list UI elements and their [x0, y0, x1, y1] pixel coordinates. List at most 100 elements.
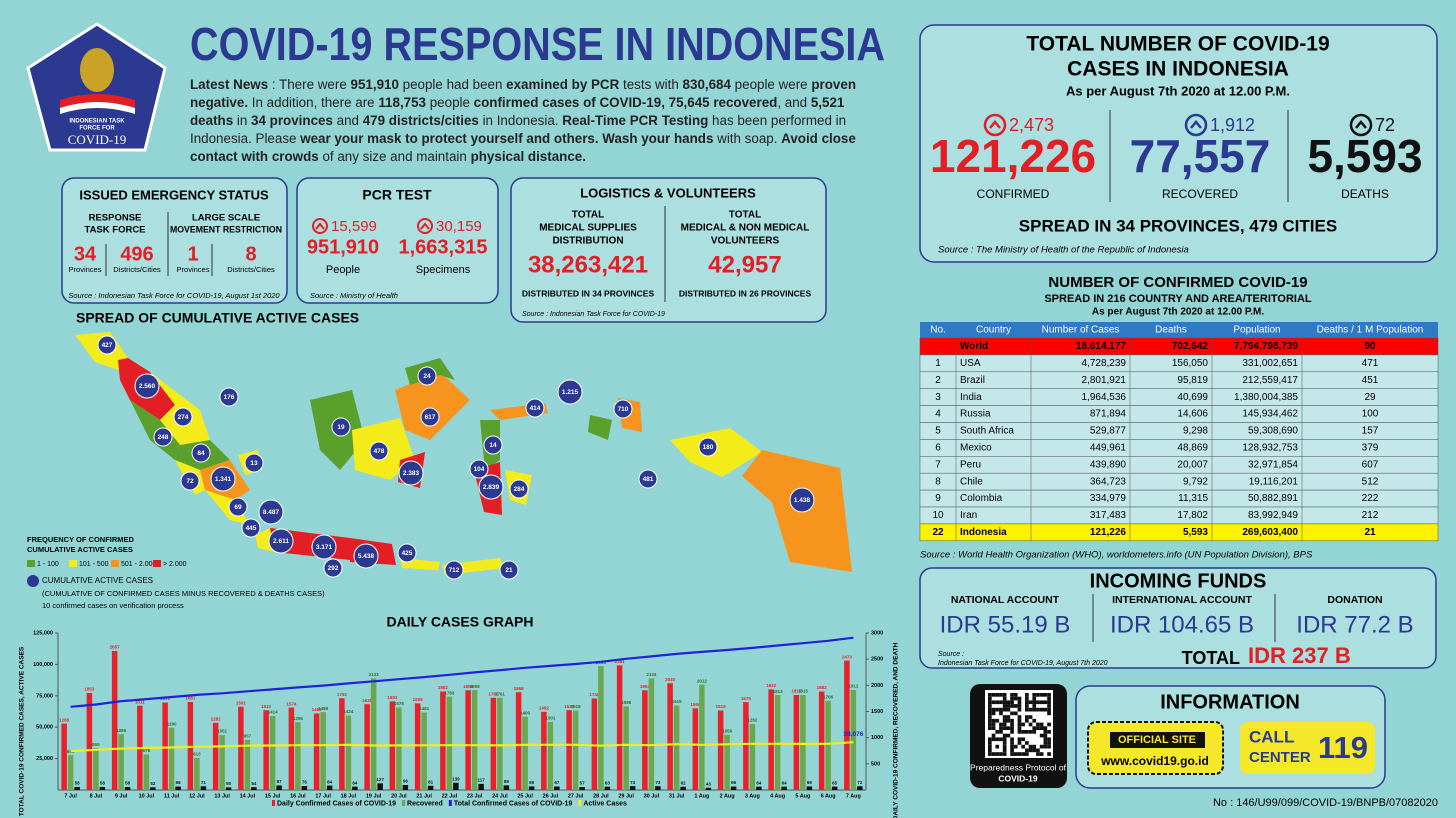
- bar-label: 1295: [293, 716, 304, 721]
- qr-cell: [1002, 726, 1007, 730]
- qr-cell: [1028, 722, 1033, 727]
- total-value: 77,557: [1130, 130, 1271, 182]
- table-cell: 18,614,177: [1076, 341, 1126, 352]
- bar: [705, 787, 712, 790]
- spread: SPREAD IN 34 PROVINCES, 479 CITIES: [1019, 216, 1337, 235]
- legend-swatch: [27, 560, 35, 567]
- qr-cell: [1025, 704, 1029, 708]
- table-cell: 19,116,201: [1249, 476, 1299, 487]
- bar-label: 84: [327, 779, 333, 784]
- bar-label: 87: [277, 779, 283, 784]
- table-cell: 449,961: [1090, 442, 1127, 453]
- qr-cell: [1039, 700, 1044, 705]
- bar: [743, 702, 749, 790]
- x-tick-label: 17 Jul: [315, 793, 331, 799]
- bar-label: 1904: [640, 684, 651, 689]
- legend-title: CUMULATIVE ACTIVE CASES: [27, 545, 133, 554]
- bubble-label: 427: [102, 342, 113, 349]
- qr-cell: [1036, 752, 1040, 756]
- qr-cell: [1017, 700, 1022, 705]
- call-label: CALL: [1249, 727, 1294, 746]
- qr-cell: [1017, 696, 1022, 701]
- column-heading: TOTAL: [729, 210, 761, 221]
- qr-cell: [1002, 700, 1007, 705]
- logo-text: FORCE FOR: [79, 126, 115, 132]
- bar: [446, 696, 453, 790]
- bar-label: 58: [75, 781, 81, 786]
- table-subtitle: SPREAD IN 216 COUNTRY AND AREA/TERITORIA…: [1044, 293, 1312, 305]
- bar-label: 117: [477, 778, 485, 783]
- bar-label: 1761: [495, 692, 506, 697]
- bubble: [420, 407, 440, 427]
- bubble: [698, 437, 718, 457]
- bar-label: 1671: [160, 696, 171, 701]
- bar: [724, 734, 730, 790]
- y2-tick-label: 1000: [871, 735, 883, 741]
- legend-swatch: [153, 560, 161, 567]
- table-cell: 2: [935, 375, 941, 386]
- qr-cell: [1036, 748, 1040, 753]
- bar: [572, 710, 579, 790]
- qr-cell: [999, 726, 1003, 730]
- bubble-label: 8.487: [263, 509, 280, 516]
- bubble: [499, 560, 519, 580]
- qr-cell: [1028, 700, 1033, 705]
- qr-cell: [1047, 752, 1051, 756]
- increase-icon: [989, 120, 1001, 129]
- bar: [175, 786, 181, 790]
- qr-cell: [988, 700, 992, 705]
- bar: [276, 785, 282, 790]
- legend-label: Active Cases: [583, 800, 627, 807]
- bar: [825, 700, 831, 790]
- bubble: [789, 487, 815, 513]
- stat-value: 38,263,421: [528, 251, 648, 278]
- call-number[interactable]: 119: [1318, 730, 1368, 765]
- y-tick-label: 50,000: [36, 725, 53, 731]
- table: No. Country Number of Cases Deaths Populatio…: [919, 322, 1439, 542]
- qr-cell: [988, 704, 992, 708]
- panel-title: INCOMING FUNDS: [1090, 570, 1267, 592]
- column-heading: TOTAL: [572, 210, 604, 221]
- bubble: [241, 518, 261, 538]
- bar-label: 1518: [571, 704, 582, 709]
- stat-label: People: [326, 264, 360, 276]
- qr-cell: [991, 752, 996, 756]
- qr-cell: [1025, 730, 1029, 734]
- qr-cell: [1002, 722, 1007, 727]
- bar: [591, 698, 598, 790]
- bar-label: 89: [504, 779, 510, 784]
- site-url[interactable]: www.covid19.go.id: [1100, 754, 1209, 768]
- qr-cell: [988, 715, 992, 719]
- table-cell: 379: [1362, 442, 1379, 453]
- qr-cell: [991, 718, 996, 723]
- table-cell: 607: [1362, 459, 1379, 470]
- table-header: Number of Cases: [1042, 325, 1120, 336]
- bar: [111, 650, 118, 790]
- qr-cell: [1002, 733, 1007, 738]
- bar: [515, 692, 522, 790]
- bubble: [173, 407, 193, 427]
- bubble: [331, 417, 351, 437]
- bar: [616, 665, 623, 790]
- fund-value: IDR 55.19 B: [940, 611, 1071, 638]
- x-tick-label: 10 Jul: [139, 793, 155, 799]
- bar: [497, 697, 503, 790]
- bubble: [353, 543, 379, 569]
- bar-label: 62: [681, 780, 687, 785]
- bar: [629, 786, 636, 790]
- bar: [414, 703, 421, 790]
- table-cell: 17,802: [1177, 510, 1208, 521]
- source: Indonesian Task Force for COVID-19, Augu…: [938, 660, 1108, 667]
- bubble: [398, 460, 424, 486]
- qr-cell: [988, 737, 992, 742]
- table-cell: 29: [1364, 392, 1376, 403]
- bubble-label: 710: [618, 406, 629, 413]
- qr-cell: [999, 700, 1003, 705]
- news-text: of any size and maintain: [318, 149, 471, 164]
- table-cell: 40,699: [1177, 392, 1208, 403]
- bar: [648, 678, 655, 790]
- qr-cell: [999, 722, 1003, 727]
- table-cell: 1,964,536: [1082, 392, 1127, 403]
- qr-cell: [1006, 726, 1011, 730]
- y2-tick-label: 2000: [871, 683, 883, 689]
